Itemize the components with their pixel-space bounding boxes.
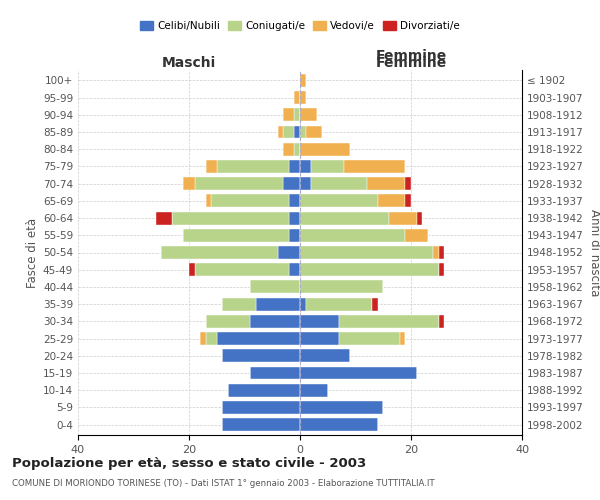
Bar	[250, 280, 300, 293]
Bar	[311, 160, 344, 173]
Bar	[194, 264, 289, 276]
Bar	[300, 332, 339, 345]
Bar	[300, 298, 305, 310]
Bar	[300, 246, 433, 259]
Bar	[300, 108, 317, 121]
Bar	[278, 246, 300, 259]
Bar	[339, 315, 439, 328]
Bar	[228, 384, 300, 396]
Bar	[406, 194, 411, 207]
Bar	[222, 401, 300, 414]
Bar	[439, 315, 444, 328]
Text: Femmine: Femmine	[376, 56, 446, 70]
Bar	[217, 160, 289, 173]
Bar	[339, 332, 400, 345]
Bar	[300, 401, 383, 414]
Bar	[283, 142, 295, 156]
Y-axis label: Fasce di età: Fasce di età	[26, 218, 39, 288]
Bar	[300, 74, 305, 87]
Bar	[378, 194, 406, 207]
Bar	[184, 229, 289, 241]
Bar	[439, 246, 444, 259]
Bar	[283, 108, 295, 121]
Bar	[206, 315, 250, 328]
Bar	[344, 160, 406, 173]
Bar	[289, 212, 300, 224]
Bar	[278, 126, 283, 138]
Bar	[289, 229, 300, 241]
Bar	[283, 126, 295, 138]
Bar	[416, 212, 422, 224]
Bar	[406, 177, 411, 190]
Bar	[222, 298, 256, 310]
Bar	[300, 350, 350, 362]
Bar	[217, 332, 300, 345]
Bar	[300, 280, 383, 293]
Bar	[250, 366, 300, 380]
Bar	[206, 194, 211, 207]
Bar	[222, 350, 300, 362]
Bar	[155, 212, 172, 224]
Bar	[295, 142, 300, 156]
Bar	[300, 264, 439, 276]
Bar	[211, 194, 289, 207]
Y-axis label: Anni di nascita: Anni di nascita	[588, 209, 600, 296]
Bar	[200, 332, 206, 345]
Bar	[222, 418, 300, 431]
Bar	[300, 91, 305, 104]
Bar	[439, 264, 444, 276]
Bar	[406, 229, 428, 241]
Bar	[372, 298, 378, 310]
Bar	[305, 126, 322, 138]
Bar	[295, 91, 300, 104]
Bar	[250, 315, 300, 328]
Bar	[289, 160, 300, 173]
Bar	[256, 298, 300, 310]
Bar	[194, 177, 283, 190]
Bar	[295, 108, 300, 121]
Bar	[367, 177, 406, 190]
Bar	[184, 177, 194, 190]
Bar	[433, 246, 439, 259]
Text: Popolazione per età, sesso e stato civile - 2003: Popolazione per età, sesso e stato civil…	[12, 458, 366, 470]
Bar	[300, 229, 406, 241]
Bar	[206, 332, 217, 345]
Bar	[305, 298, 372, 310]
Bar	[295, 126, 300, 138]
Bar	[300, 366, 416, 380]
Legend: Celibi/Nubili, Coniugati/e, Vedovi/e, Divorziati/e: Celibi/Nubili, Coniugati/e, Vedovi/e, Di…	[136, 17, 464, 36]
Bar	[300, 315, 339, 328]
Bar	[289, 194, 300, 207]
Bar	[300, 177, 311, 190]
Bar	[172, 212, 289, 224]
Bar	[300, 160, 311, 173]
Bar	[206, 160, 217, 173]
Bar	[311, 177, 367, 190]
Bar	[400, 332, 406, 345]
Text: COMUNE DI MORIONDO TORINESE (TO) - Dati ISTAT 1° gennaio 2003 - Elaborazione TUT: COMUNE DI MORIONDO TORINESE (TO) - Dati …	[12, 479, 434, 488]
Bar	[300, 384, 328, 396]
Text: Maschi: Maschi	[162, 56, 216, 70]
Bar	[283, 177, 300, 190]
Bar	[300, 142, 350, 156]
Bar	[300, 212, 389, 224]
Text: Femmine: Femmine	[376, 48, 446, 62]
Bar	[300, 194, 378, 207]
Bar	[289, 264, 300, 276]
Bar	[389, 212, 416, 224]
Bar	[189, 264, 194, 276]
Bar	[300, 126, 305, 138]
Bar	[300, 418, 378, 431]
Bar	[161, 246, 278, 259]
